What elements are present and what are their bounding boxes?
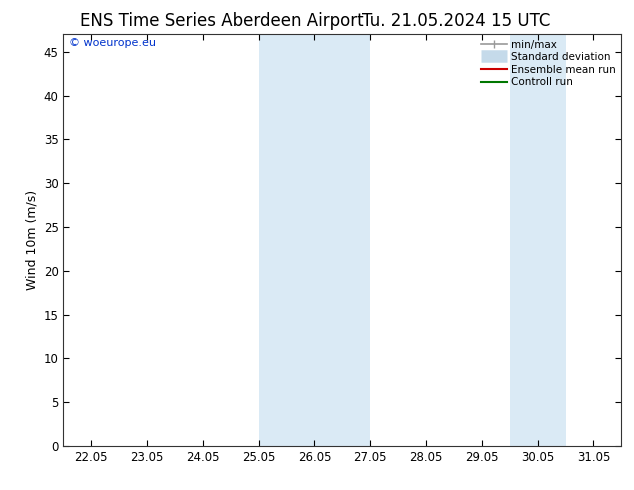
Text: © woeurope.eu: © woeurope.eu (69, 38, 156, 49)
Bar (259, 34, 370, 446)
Bar (510, 34, 566, 446)
Y-axis label: Wind 10m (m/s): Wind 10m (m/s) (25, 190, 38, 290)
Text: ENS Time Series Aberdeen Airport: ENS Time Series Aberdeen Airport (80, 12, 364, 30)
Text: Tu. 21.05.2024 15 UTC: Tu. 21.05.2024 15 UTC (362, 12, 551, 30)
Legend: min/max, Standard deviation, Ensemble mean run, Controll run: min/max, Standard deviation, Ensemble me… (479, 37, 618, 89)
